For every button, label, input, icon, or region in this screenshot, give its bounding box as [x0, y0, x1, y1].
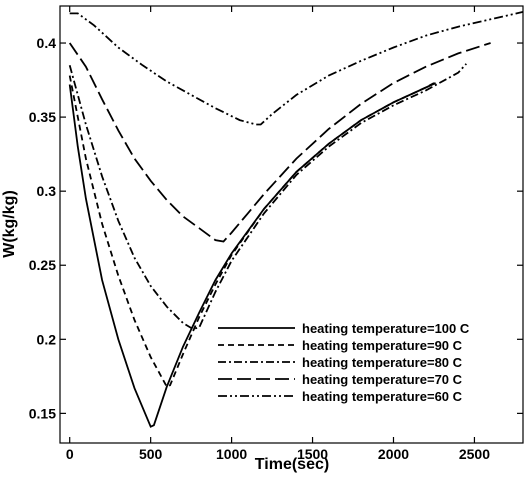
x-tick-label: 2000: [378, 446, 409, 462]
x-axis: 0 500 1000 1500 2000 2500: [66, 6, 490, 462]
series-layer: [68, 11, 524, 428]
legend-label-3: heating temperature=80 C: [302, 355, 463, 370]
legend-label-5: heating temperature=60 C: [302, 389, 463, 404]
series-line-3: [68, 63, 467, 330]
y-axis: 0.15 0.2 0.25 0.3 0.35 0.4: [29, 35, 523, 421]
legend-label-1: heating temperature=100 C: [302, 321, 470, 336]
x-tick-label: 2500: [459, 446, 490, 462]
y-tick-label: 0.3: [37, 183, 57, 199]
legend: heating temperature=100 C heating tempera…: [218, 321, 470, 404]
x-tick-label: 0: [66, 446, 74, 462]
y-tick-label: 0.15: [29, 405, 56, 421]
y-tick-label: 0.25: [29, 257, 56, 273]
x-tick-label: 1000: [216, 446, 247, 462]
series-line-5: [69, 11, 524, 126]
x-tick-label: 500: [139, 446, 163, 462]
x-axis-label: Time(sec): [255, 456, 329, 473]
legend-label-2: heating temperature=90 C: [302, 338, 463, 353]
series-line-2: [68, 75, 435, 388]
plot-frame: [59, 5, 524, 444]
legend-label-4: heating temperature=70 C: [302, 372, 463, 387]
y-tick-label: 0.2: [37, 331, 57, 347]
series-line-4: [68, 42, 491, 243]
y-tick-label: 0.35: [29, 109, 56, 125]
x-tick-label: 1500: [297, 446, 328, 462]
y-tick-label: 0.4: [37, 35, 57, 51]
series-line-1: [68, 82, 436, 428]
y-axis-label: W(kg/kg): [1, 190, 18, 258]
